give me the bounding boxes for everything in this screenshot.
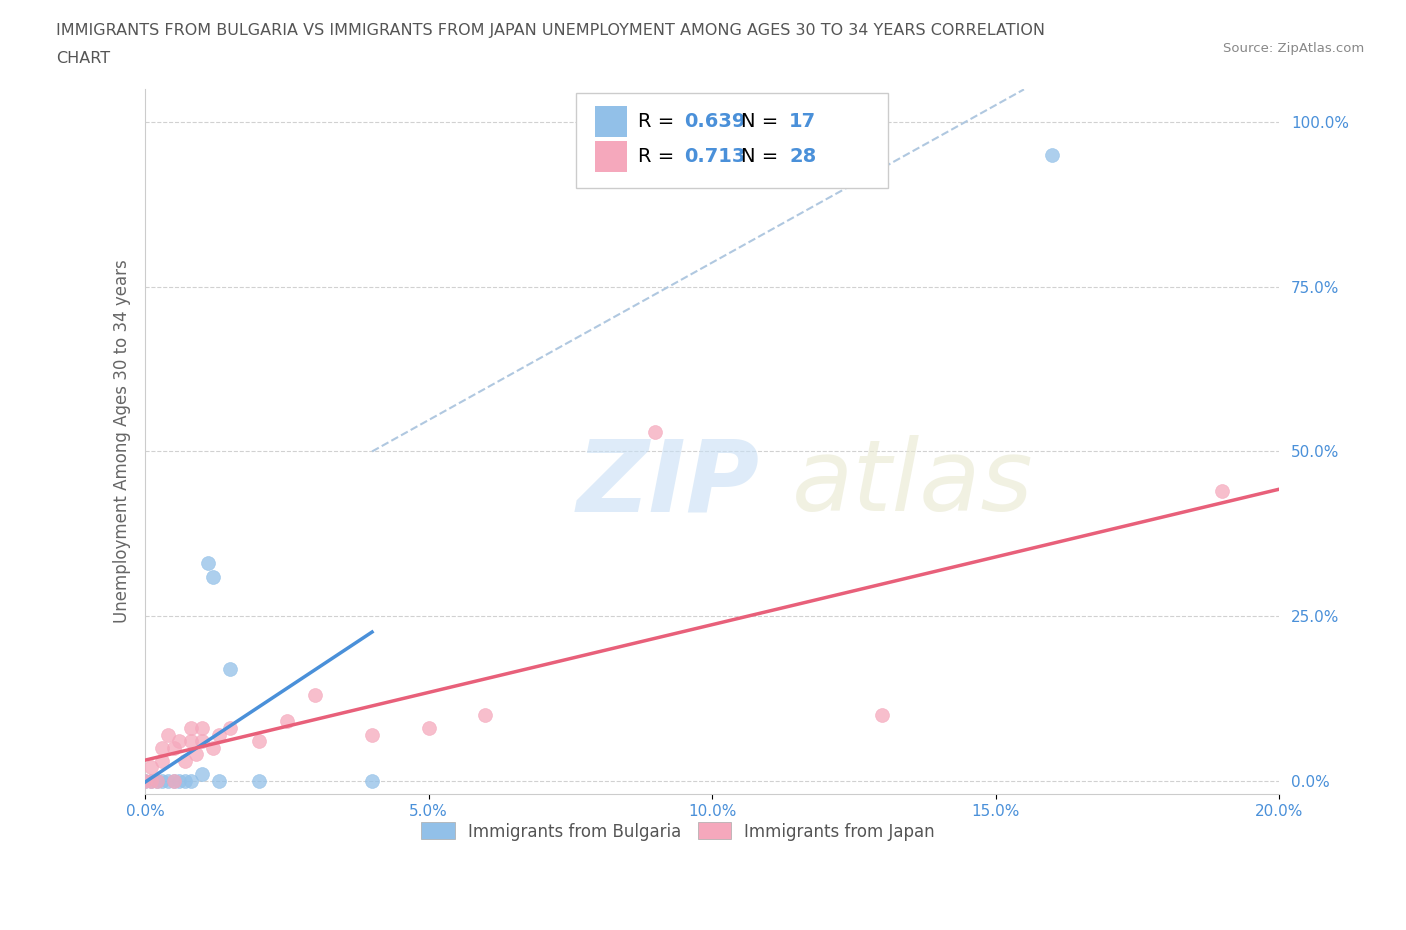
- Point: [1211, 484, 1233, 498]
- Point: [474, 708, 496, 723]
- Point: [191, 766, 214, 781]
- Point: [644, 424, 666, 439]
- Point: [150, 740, 173, 755]
- Point: [163, 773, 186, 788]
- Point: [186, 747, 208, 762]
- Point: [418, 721, 440, 736]
- Point: [163, 740, 186, 755]
- Point: [276, 714, 298, 729]
- Point: [150, 773, 173, 788]
- Text: 17: 17: [789, 112, 817, 130]
- FancyBboxPatch shape: [576, 93, 887, 188]
- Bar: [595, 140, 627, 172]
- Text: Source: ZipAtlas.com: Source: ZipAtlas.com: [1223, 42, 1364, 55]
- Point: [202, 740, 225, 755]
- Point: [202, 569, 225, 584]
- Point: [139, 773, 162, 788]
- Y-axis label: Unemployment Among Ages 30 to 34 years: Unemployment Among Ages 30 to 34 years: [114, 259, 131, 623]
- Text: 0.713: 0.713: [683, 147, 745, 166]
- Text: CHART: CHART: [56, 51, 110, 66]
- Point: [180, 721, 202, 736]
- Point: [304, 687, 326, 702]
- Point: [139, 773, 162, 788]
- Point: [361, 727, 384, 742]
- Point: [139, 760, 162, 775]
- Text: R =: R =: [638, 147, 681, 166]
- Point: [208, 773, 231, 788]
- Point: [174, 753, 197, 768]
- Legend: Immigrants from Bulgaria, Immigrants from Japan: Immigrants from Bulgaria, Immigrants fro…: [413, 814, 943, 849]
- Point: [247, 773, 270, 788]
- Point: [219, 661, 242, 676]
- Point: [134, 773, 156, 788]
- Point: [1040, 148, 1063, 163]
- Point: [208, 727, 231, 742]
- Text: 0.639: 0.639: [683, 112, 745, 130]
- Point: [219, 721, 242, 736]
- Text: ZIP: ZIP: [576, 435, 759, 532]
- Point: [870, 708, 893, 723]
- Point: [197, 556, 219, 571]
- Point: [134, 773, 156, 788]
- Point: [174, 773, 197, 788]
- Point: [156, 773, 179, 788]
- Text: N =: N =: [741, 112, 785, 130]
- Point: [145, 773, 167, 788]
- Point: [191, 734, 214, 749]
- Point: [150, 753, 173, 768]
- Bar: [595, 106, 627, 137]
- Point: [163, 773, 186, 788]
- Point: [156, 727, 179, 742]
- Text: IMMIGRANTS FROM BULGARIA VS IMMIGRANTS FROM JAPAN UNEMPLOYMENT AMONG AGES 30 TO : IMMIGRANTS FROM BULGARIA VS IMMIGRANTS F…: [56, 23, 1045, 38]
- Point: [361, 773, 384, 788]
- Point: [145, 773, 167, 788]
- Point: [180, 773, 202, 788]
- Point: [169, 734, 191, 749]
- Point: [247, 734, 270, 749]
- Point: [169, 773, 191, 788]
- Text: 28: 28: [789, 147, 817, 166]
- Point: [191, 721, 214, 736]
- Text: N =: N =: [741, 147, 785, 166]
- Text: atlas: atlas: [792, 435, 1033, 532]
- Point: [180, 734, 202, 749]
- Text: R =: R =: [638, 112, 681, 130]
